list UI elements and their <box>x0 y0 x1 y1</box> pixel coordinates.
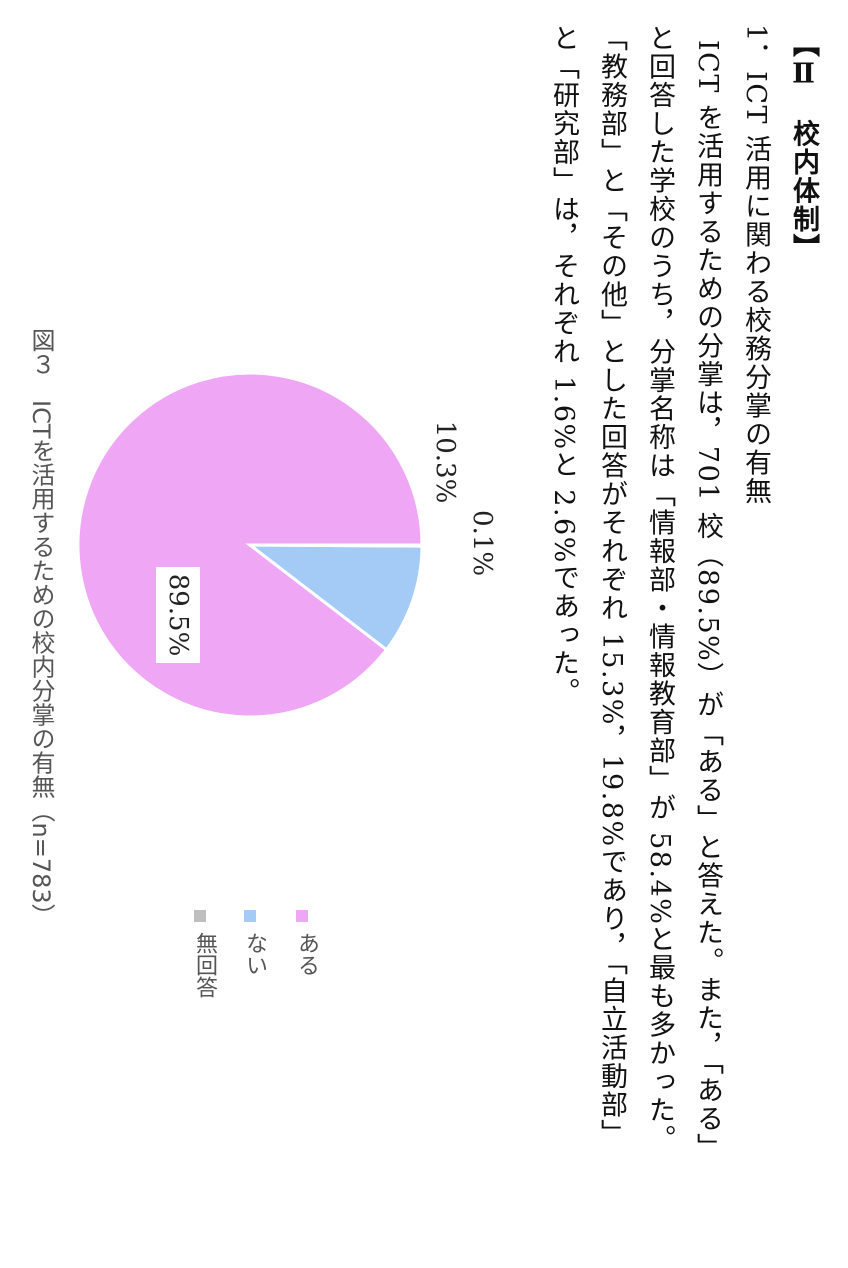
pie-slice-3 <box>249 543 424 548</box>
legend-swatch-mukaitou <box>194 910 206 922</box>
paragraph-line-2: と回答した学校のうち，分掌名称は「情報部・情報教育部」が 58.4%と最も多かっ… <box>644 24 675 1154</box>
paragraph-line-4: と「研究部」は，それぞれ 1.6%と 2.6%であった。 <box>548 24 579 707</box>
legend-swatch-nai <box>244 910 256 922</box>
svg-text:0.1%: 0.1% <box>467 510 497 576</box>
data-label-2: 10.3% <box>430 421 460 504</box>
data-label-3: 0.1% <box>467 510 497 576</box>
paragraph-line-1: ICT を活用するための分掌は，701 校（89.5%）が「ある」と答えた。また… <box>692 40 723 1162</box>
legend-label-aru: ある <box>294 932 319 976</box>
pie-slice-2 <box>245 543 424 652</box>
legend-label-nai: ない <box>242 932 267 976</box>
legend-label-mukaitou: 無回答 <box>192 932 217 998</box>
svg-text:10.3%: 10.3% <box>430 421 460 504</box>
figure-caption: 図３ ICTを活用するための校内分掌の有無（n=783） <box>27 328 55 928</box>
subheading: 1．ICT 活用に関わる校務分掌の有無 <box>740 24 771 506</box>
paragraph-line-3: 「教務部」と「その他」とした回答がそれぞれ 15.3%，19.8%であり，「自立… <box>596 24 627 1148</box>
section-heading: 【Ⅱ 校内体制】 <box>788 30 819 262</box>
svg-text:89.5%: 89.5% <box>163 574 193 657</box>
legend-swatch-aru <box>296 910 308 922</box>
data-label-1: 89.5% <box>156 567 200 663</box>
